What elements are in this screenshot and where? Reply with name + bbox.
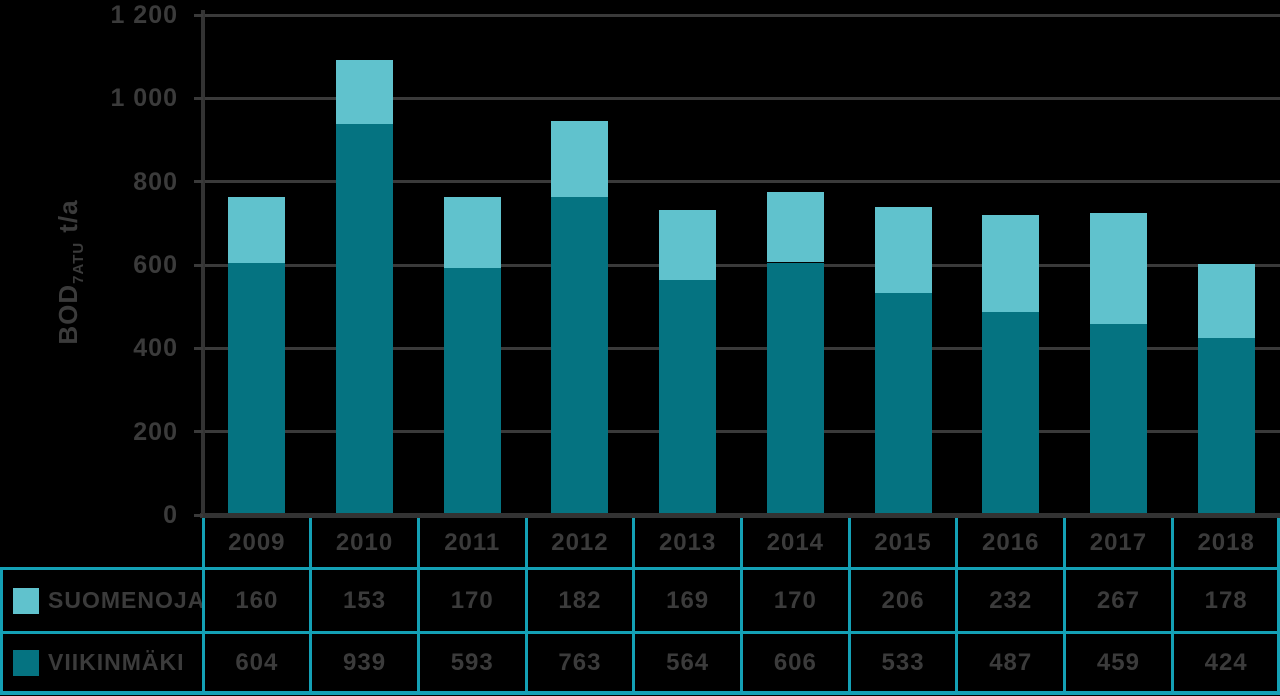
gridline [203,180,1280,184]
table-viikinmaki-2017: 459 [1096,648,1140,676]
gridline [203,346,1280,350]
gridline [203,263,1280,267]
bar-2018-suomenoja [1197,264,1255,339]
bar-2012-suomenoja [551,121,609,198]
table-viikinmaki-2015: 533 [881,648,925,676]
bar-2011-suomenoja [443,197,501,268]
y-axis-tick-label: 600 [133,251,178,279]
y-axis-line [201,10,205,518]
table-year-2010: 2010 [335,528,394,556]
table-border-vertical [416,518,420,695]
bar-2010-suomenoja [336,60,394,124]
table-border-vertical [740,518,743,695]
y-axis-tick-label: 400 [133,334,178,363]
bar-2017-suomenoja [1089,212,1147,324]
bar-2016-viikinmaki [982,312,1040,513]
legend-item-suomenoja: SUOMENOJA [0,570,206,631]
table-suomenoja-2013: 169 [666,586,710,614]
bar-2011-viikinmaki [443,267,501,513]
table-border-vertical [201,518,205,695]
table-viikinmaki-2011: 593 [450,648,494,676]
bar-2013-suomenoja [659,209,717,280]
bar-2017-viikinmaki [1089,323,1147,513]
table-border-vertical [0,567,3,695]
table-viikinmaki-2014: 606 [773,648,817,676]
table-border-vertical [524,518,528,695]
table-border-horizontal [0,631,1280,634]
bar-2018-viikinmaki [1197,338,1255,513]
y-axis-label-unit: t/a [53,199,83,233]
y-axis-tick [194,263,203,267]
y-axis-tick [194,180,203,184]
bar-2010-viikinmaki [336,123,394,513]
table-viikinmaki-2010: 939 [343,648,387,676]
bar-2014-suomenoja [766,191,824,263]
table-suomenoja-2018: 178 [1204,586,1248,614]
y-axis-tick [194,96,203,100]
y-axis-tick-label: 1 200 [110,1,178,29]
table-viikinmaki-2009: 604 [235,648,279,676]
bar-2015-suomenoja [874,207,932,293]
table-suomenoja-2014: 170 [773,586,817,614]
table-border-vertical [955,518,959,695]
bar-2009-suomenoja [228,196,286,264]
y-axis-tick [194,513,203,517]
table-border-vertical [1063,518,1067,695]
table-border-vertical [847,518,851,695]
table-suomenoja-2010: 153 [343,586,387,614]
table-border-vertical [1277,518,1280,695]
gridline [203,96,1280,100]
gridline [203,430,1280,434]
table-border-vertical [632,518,636,695]
table-border-vertical [309,518,313,695]
bar-2015-viikinmaki [874,292,932,513]
table-viikinmaki-2018: 424 [1204,648,1248,676]
y-axis-tick-label: 200 [133,417,178,446]
table-year-2015: 2015 [874,528,932,556]
table-suomenoja-2012: 182 [558,586,602,614]
y-axis-tick-label: 0 [163,501,178,529]
table-border-vertical [1170,518,1174,695]
legend-label-viikinmaki: VIIKINMÄKI [48,649,185,675]
table-viikinmaki-2012: 763 [558,648,602,676]
table-year-2013: 2013 [658,528,717,556]
gridline [203,13,1280,17]
y-axis-tick-label: 1 000 [110,84,178,113]
table-year-2009: 2009 [228,528,286,556]
table-border-horizontal [0,567,1280,570]
bar-2013-viikinmaki [659,280,717,513]
bar-2016-suomenoja [982,215,1040,313]
legend-swatch-suomenoja [13,587,39,614]
table-year-2011: 2011 [444,528,501,556]
bar-2009-viikinmaki [228,263,286,513]
table-suomenoja-2017: 267 [1096,586,1140,614]
table-viikinmaki-2013: 564 [666,648,710,676]
table-suomenoja-2009: 160 [235,586,279,614]
table-suomenoja-2011: 170 [450,586,494,614]
bar-2012-viikinmaki [551,197,609,513]
y-axis-tick [194,13,203,17]
bar-2014-viikinmaki [766,262,824,513]
table-suomenoja-2016: 232 [989,586,1033,614]
y-axis-tick-label: 800 [133,167,178,196]
y-axis-tick [194,346,203,350]
legend-label-suomenoja: SUOMENOJA [48,587,206,613]
x-axis-line [200,513,1280,518]
table-year-2018: 2018 [1197,528,1255,556]
table-year-2014: 2014 [766,528,825,556]
y-axis-tick [194,430,203,434]
table-year-2016: 2016 [982,528,1040,556]
table-viikinmaki-2016: 487 [989,648,1033,676]
table-year-2017: 2017 [1089,528,1148,556]
legend-swatch-viikinmaki [13,649,39,676]
legend-item-viikinmaki: VIIKINMÄKI [0,634,203,691]
table-border-horizontal [0,691,1280,695]
table-year-2012: 2012 [551,528,609,556]
table-suomenoja-2015: 206 [881,586,925,614]
